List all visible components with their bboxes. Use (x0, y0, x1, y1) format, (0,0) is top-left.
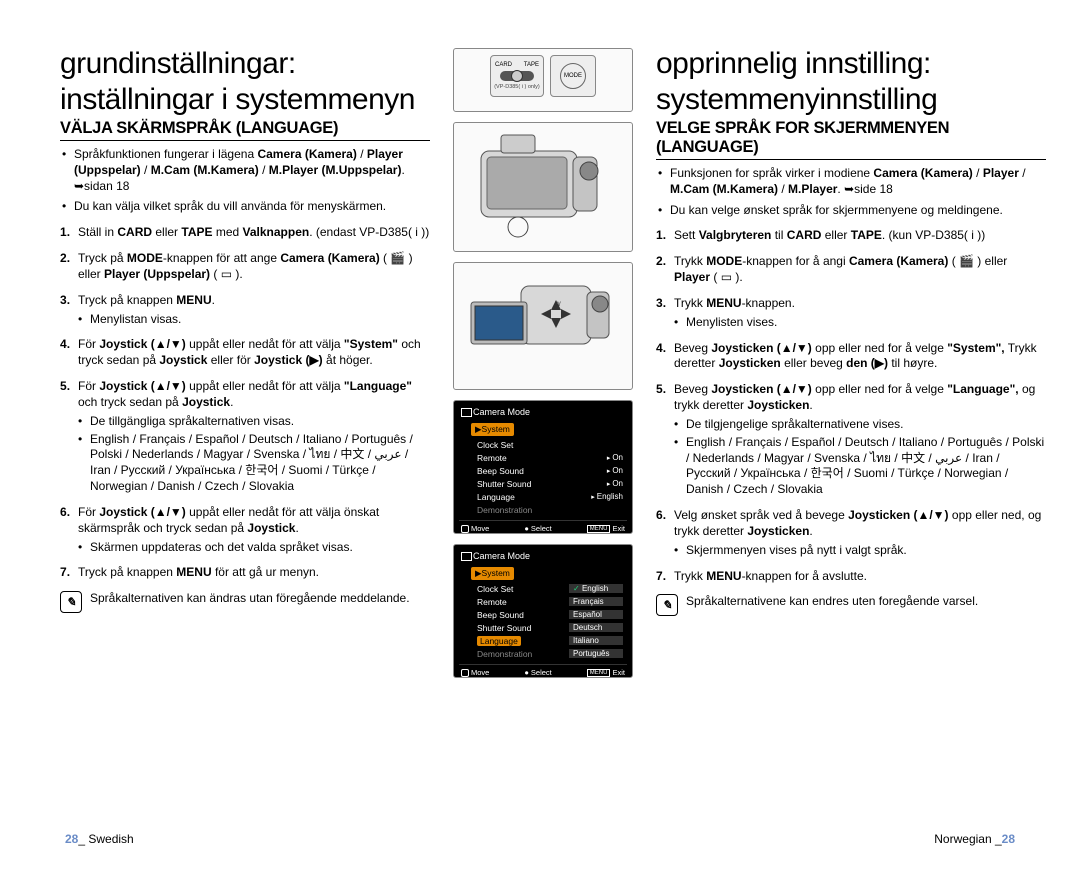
svg-text:T: T (555, 322, 559, 328)
osd-menu-1: Camera Mode ▶System Clock SetRemoteOnBee… (453, 400, 633, 534)
fig-camcorder-1 (453, 122, 633, 252)
left-title-2: inställningar i systemmenyn (60, 84, 430, 116)
footer-left: 28_ Swedish (65, 832, 134, 846)
right-step-2: Trykk MODE-knappen for å angi Camera (Ka… (656, 254, 1046, 286)
right-step-3: Trykk MENU-knappen. Menylisten vises. (656, 296, 1046, 331)
right-note: ✎ Språkalternativene kan endres uten for… (656, 594, 1046, 616)
right-step-4: Beveg Joysticken (▲/▼) opp eller ned for… (656, 341, 1046, 373)
right-step-5: Beveg Joysticken (▲/▼) opp eller ned for… (656, 382, 1046, 498)
camcorder-open-icon: W T (463, 266, 623, 386)
left-step-6-sub: Skärmen uppdateras och det valda språket… (78, 540, 430, 556)
left-note-text: Språkalternativen kan ändras utan föregå… (90, 591, 410, 605)
note-icon: ✎ (656, 594, 678, 616)
left-step-3: Tryck på knappen MENU. Menylistan visas. (60, 293, 430, 328)
right-step-7: Trykk MENU-knappen for å avslutte. (656, 569, 1046, 585)
right-section-title: VELGE SPRÅK FOR SKJERMMENYEN (LANGUAGE) (656, 119, 1046, 160)
note-icon: ✎ (60, 591, 82, 613)
left-step-1: Ställ in CARD eller TAPE med Valknappen.… (60, 225, 430, 241)
osd-menu-2: Camera Mode ▶System Clock SetEnglishRemo… (453, 544, 633, 678)
left-step-5-sub1: De tillgängliga språkalternativen visas. (78, 414, 430, 430)
camcorder-icon (463, 127, 623, 247)
right-step-1: Sett Valgbryteren til CARD eller TAPE. (… (656, 228, 1046, 244)
right-column: opprinnelig innstilling: systemmenyinnst… (656, 48, 1046, 844)
footer-right: Norwegian _28 (934, 832, 1015, 846)
left-step-7: Tryck på knappen MENU för att gå ur meny… (60, 565, 430, 581)
left-bullet-1: Språkfunktionen fungerar i lägena Camera… (60, 147, 430, 194)
mid-column: CARDTAPE (VP-D385( i ) only) MODE (448, 48, 638, 844)
left-step-5: För Joystick (▲/▼) uppåt eller nedåt för… (60, 379, 430, 495)
left-step-4: För Joystick (▲/▼) uppåt eller nedåt för… (60, 337, 430, 369)
right-step-5-sub2: English / Français / Español / Deutsch /… (674, 435, 1046, 498)
left-title-1: grundinställningar: (60, 48, 430, 80)
svg-text:W: W (555, 302, 561, 308)
right-bullet-2: Du kan velge ønsket språk for skjermmeny… (656, 203, 1046, 219)
left-step-6: För Joystick (▲/▼) uppåt eller nedåt för… (60, 505, 430, 555)
left-step-5-sub2: English / Français / Español / Deutsch /… (78, 432, 430, 495)
right-title-2: systemmenyinnstilling (656, 84, 1046, 116)
left-note: ✎ Språkalternativen kan ändras utan före… (60, 591, 430, 613)
right-step-6: Velg ønsket språk ved å bevege Joysticke… (656, 508, 1046, 558)
left-column: grundinställningar: inställningar i syst… (60, 48, 430, 844)
right-bullet-1: Funksjonen for språk virker i modiene Ca… (656, 166, 1046, 198)
left-step-3-sub: Menylistan visas. (78, 312, 430, 328)
right-step-3-sub: Menylisten vises. (674, 315, 1046, 331)
right-step-6-sub: Skjermmenyen vises på nytt i valgt språk… (674, 543, 1046, 559)
fig-mode-switch: CARDTAPE (VP-D385( i ) only) MODE (453, 48, 633, 112)
select-switch: CARDTAPE (VP-D385( i ) only) (490, 55, 544, 97)
right-note-text: Språkalternativene kan endres uten foreg… (686, 594, 978, 608)
right-step-5-sub1: De tilgjengelige språkalternativene vise… (674, 417, 1046, 433)
left-step-2: Tryck på MODE-knappen för att ange Camer… (60, 251, 430, 283)
right-title-1: opprinnelig innstilling: (656, 48, 1046, 80)
left-bullet-2: Du kan välja vilket språk du vill använd… (60, 199, 430, 215)
left-section-title: VÄLJA SKÄRMSPRÅK (LANGUAGE) (60, 119, 430, 141)
mode-button: MODE (550, 55, 596, 97)
fig-camcorder-2: W T (453, 262, 633, 390)
